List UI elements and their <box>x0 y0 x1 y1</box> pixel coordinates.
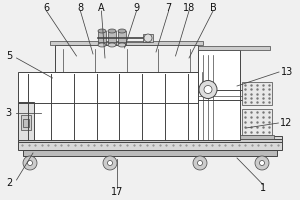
Bar <box>198 46 270 50</box>
Text: 5: 5 <box>7 51 13 61</box>
Circle shape <box>260 160 265 166</box>
Text: 1: 1 <box>260 183 266 193</box>
Text: B: B <box>210 3 216 13</box>
Bar <box>98 31 106 45</box>
Text: 17: 17 <box>111 187 123 197</box>
Bar <box>50 41 203 45</box>
Bar <box>23 150 277 156</box>
Bar <box>18 72 198 140</box>
Ellipse shape <box>98 29 106 33</box>
Bar <box>18 102 34 140</box>
Text: 7: 7 <box>166 3 172 13</box>
Bar <box>23 119 29 127</box>
Bar <box>21 115 31 130</box>
Circle shape <box>197 160 202 166</box>
Bar <box>118 31 126 45</box>
Circle shape <box>107 160 112 166</box>
Bar <box>18 139 282 142</box>
Bar <box>242 109 272 135</box>
Circle shape <box>28 160 32 166</box>
Text: 12: 12 <box>280 118 293 128</box>
Circle shape <box>199 80 217 98</box>
Ellipse shape <box>118 29 126 33</box>
Text: 8: 8 <box>77 3 83 13</box>
Circle shape <box>144 34 152 42</box>
Circle shape <box>204 86 212 94</box>
Bar <box>143 34 153 42</box>
Circle shape <box>23 156 37 170</box>
Bar <box>18 136 282 150</box>
Bar <box>198 50 240 140</box>
Circle shape <box>103 156 117 170</box>
Text: 3: 3 <box>5 108 11 118</box>
Ellipse shape <box>108 29 116 33</box>
Ellipse shape <box>98 43 106 47</box>
Bar <box>242 82 272 105</box>
Bar <box>240 135 274 139</box>
Text: 6: 6 <box>44 3 50 13</box>
Text: 13: 13 <box>281 67 293 77</box>
Text: 18: 18 <box>183 3 195 13</box>
Circle shape <box>193 156 207 170</box>
Circle shape <box>255 156 269 170</box>
Text: 9: 9 <box>134 3 140 13</box>
Bar <box>55 45 198 72</box>
Ellipse shape <box>118 43 126 47</box>
Bar <box>108 31 116 45</box>
Ellipse shape <box>108 43 116 47</box>
Text: A: A <box>98 3 105 13</box>
Text: 2: 2 <box>7 178 13 188</box>
